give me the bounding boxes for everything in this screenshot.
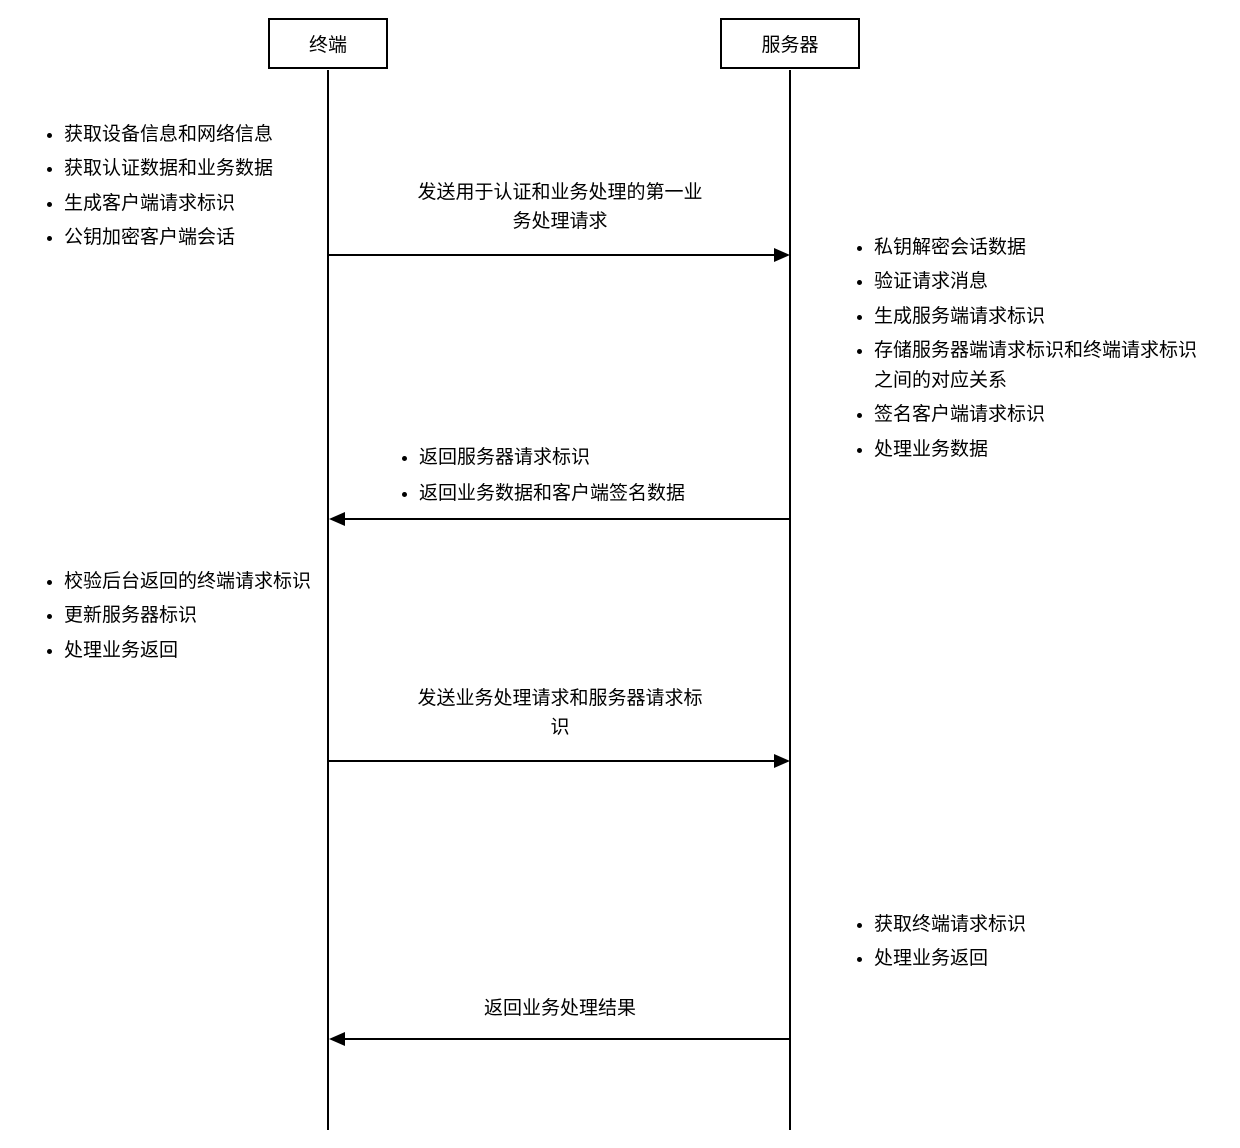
note-item: 获取认证数据和业务数据 — [64, 154, 330, 183]
note-item: 生成客户端请求标识 — [64, 189, 330, 218]
note-terminal-step2: 校验后台返回的终端请求标识 更新服务器标识 处理业务返回 — [40, 562, 330, 670]
note-item: 处理业务返回 — [874, 944, 1150, 973]
participant-server-label: 服务器 — [761, 35, 818, 56]
message-2-label: 返回服务器请求标识 返回业务数据和客户端签名数据 — [395, 438, 795, 515]
message-3-arrow — [329, 760, 777, 762]
note-item: 获取终端请求标识 — [874, 910, 1150, 939]
note-server-step1: 私钥解密会话数据 验证请求消息 生成服务端请求标识 存储服务器端请求标识和终端请… — [850, 228, 1200, 469]
note-item: 处理业务返回 — [64, 636, 330, 665]
message-3-line2: 识 — [550, 717, 569, 738]
message-4-label: 返回业务处理结果 — [340, 994, 780, 1023]
note-item: 更新服务器标识 — [64, 601, 330, 630]
participant-terminal: 终端 — [268, 18, 388, 69]
note-item: 校验后台返回的终端请求标识 — [64, 567, 330, 596]
message-1-line1: 发送用于认证和业务处理的第一业 — [417, 182, 702, 203]
note-server-step2: 获取终端请求标识 处理业务返回 — [850, 905, 1150, 979]
message-2-item: 返回服务器请求标识 — [419, 442, 795, 474]
message-3-line1: 发送业务处理请求和服务器请求标 — [417, 688, 702, 709]
message-4-arrowhead — [329, 1032, 345, 1046]
note-item: 存储服务器端请求标识和终端请求标识之间的对应关系 — [874, 336, 1200, 395]
message-2-item: 返回业务数据和客户端签名数据 — [419, 478, 795, 510]
message-2-arrow — [343, 518, 791, 520]
message-2-arrowhead — [329, 512, 345, 526]
participant-terminal-label: 终端 — [309, 35, 347, 56]
note-item: 处理业务数据 — [874, 435, 1200, 464]
note-item: 获取设备信息和网络信息 — [64, 120, 330, 149]
note-item: 生成服务端请求标识 — [874, 302, 1200, 331]
message-4-arrow — [343, 1038, 791, 1040]
note-terminal-step1: 获取设备信息和网络信息 获取认证数据和业务数据 生成客户端请求标识 公钥加密客户… — [40, 115, 330, 258]
message-1-line2: 务处理请求 — [512, 211, 607, 232]
note-item: 签名客户端请求标识 — [874, 400, 1200, 429]
message-1-label: 发送用于认证和业务处理的第一业 务处理请求 — [340, 178, 780, 237]
note-item: 私钥解密会话数据 — [874, 233, 1200, 262]
note-item: 公钥加密客户端会话 — [64, 223, 330, 252]
message-3-arrowhead — [774, 754, 790, 768]
message-3-label: 发送业务处理请求和服务器请求标 识 — [340, 684, 780, 743]
note-item: 验证请求消息 — [874, 267, 1200, 296]
participant-server: 服务器 — [720, 18, 860, 69]
message-1-arrowhead — [774, 248, 790, 262]
lifeline-server — [789, 70, 791, 1130]
message-4-line1: 返回业务处理结果 — [484, 998, 636, 1019]
message-1-arrow — [329, 254, 777, 256]
